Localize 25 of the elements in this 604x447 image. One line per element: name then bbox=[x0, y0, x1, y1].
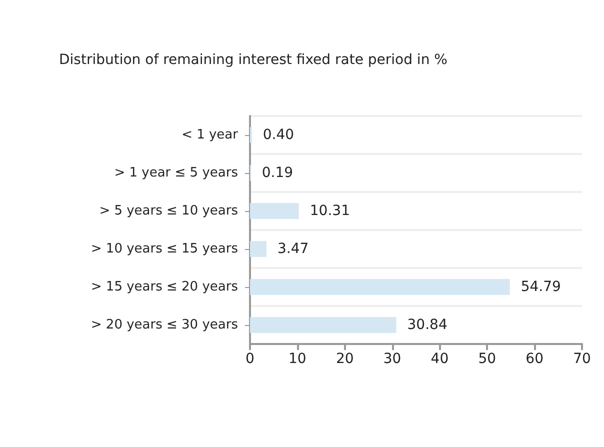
y-tick-label: > 15 years ≤ 20 years bbox=[90, 280, 238, 294]
y-tick-label: > 1 year ≤ 5 years bbox=[114, 166, 238, 180]
bar bbox=[250, 279, 510, 295]
x-tick-label: 70 bbox=[573, 351, 591, 367]
bar bbox=[250, 241, 266, 257]
data-label: 54.79 bbox=[520, 279, 561, 295]
y-tick-label: > 20 years ≤ 30 years bbox=[90, 318, 238, 332]
x-tick-label: 50 bbox=[478, 351, 496, 367]
data-label: 10.31 bbox=[310, 203, 350, 219]
data-label: 0.19 bbox=[262, 165, 294, 181]
x-tick-label: 0 bbox=[246, 351, 254, 367]
x-tick-label: 10 bbox=[288, 351, 306, 367]
data-label: 0.40 bbox=[262, 127, 294, 143]
x-tick-label: 30 bbox=[383, 351, 402, 367]
chart-title: Distribution of remaining interest fixed rate period in % bbox=[59, 52, 448, 68]
y-tick-label: < 1 year bbox=[182, 128, 239, 142]
data-label: 3.47 bbox=[277, 241, 309, 257]
x-tick-label: 40 bbox=[430, 351, 449, 367]
bar bbox=[250, 203, 299, 219]
x-tick-label: 60 bbox=[526, 351, 544, 367]
y-tick-label: > 10 years ≤ 15 years bbox=[90, 242, 238, 256]
y-tick-label: > 5 years ≤ 10 years bbox=[99, 204, 238, 218]
data-label: 30.84 bbox=[407, 317, 448, 333]
x-tick-label: 20 bbox=[336, 351, 354, 367]
bar bbox=[250, 317, 396, 333]
